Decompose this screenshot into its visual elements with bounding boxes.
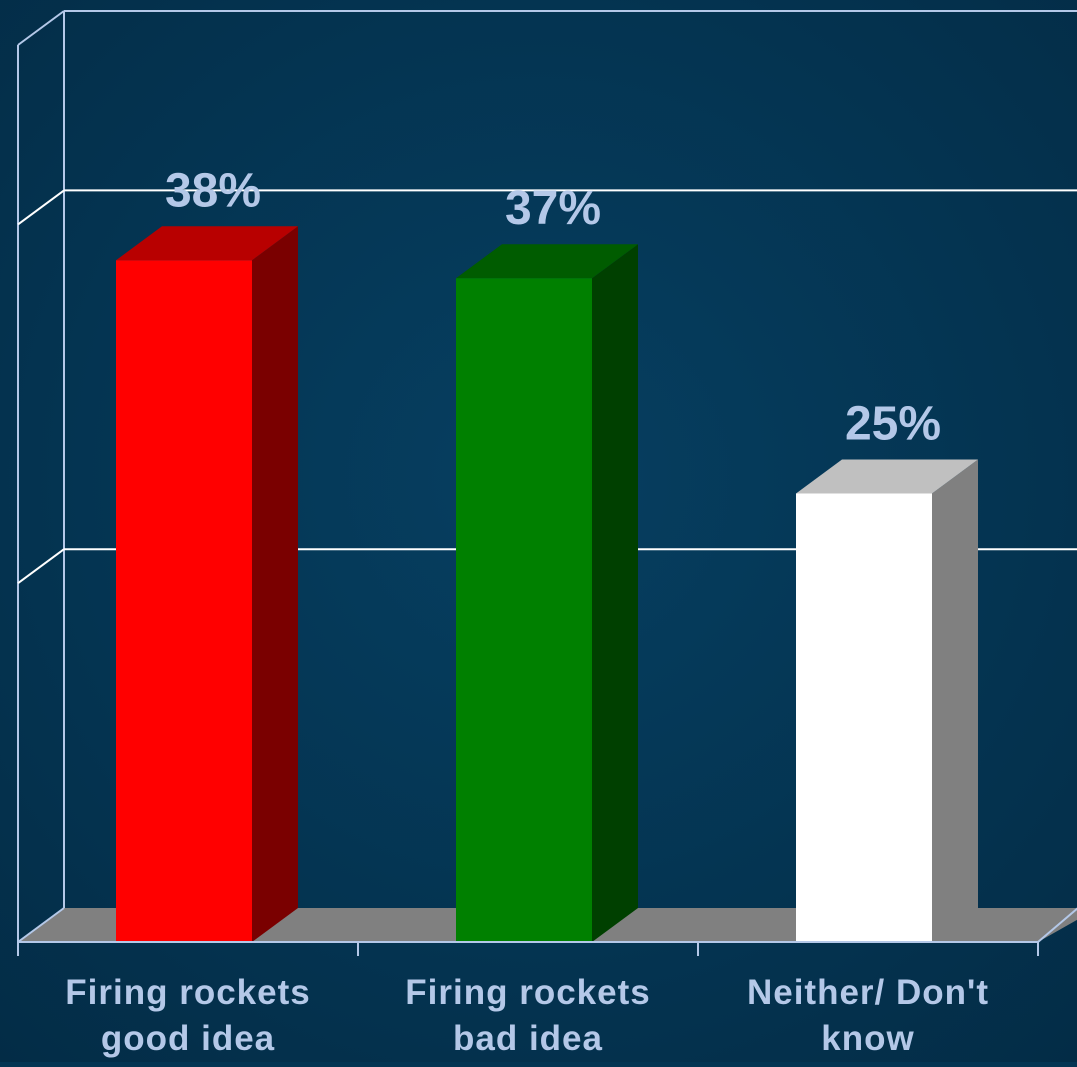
bar-front [116,260,252,942]
x-axis: Firing rockets good idea Firing rockets bad… [17,941,1039,1058]
data-labels: 38% 37% 25% [165,164,941,450]
side-wall-top-edge [17,10,65,46]
x-tick-label: Firing rockets good idea [65,973,310,1058]
x-tick-label-line: know [821,1019,914,1058]
bar-top [116,226,298,261]
bar-top [796,459,978,494]
data-label: 37% [505,182,601,235]
bar [456,244,638,943]
x-tick-label-line: Firing rockets [65,973,310,1012]
gridline-side [17,189,65,226]
bar [116,226,298,942]
x-tick-label-line: Firing rockets [405,973,650,1012]
bar-front [456,278,592,943]
bar-side [932,459,978,942]
data-label: 25% [845,398,941,451]
x-tick-label-line: bad idea [453,1019,603,1058]
bar [796,459,978,942]
x-tick-label: Neither/ Don't know [747,973,989,1058]
bar-side [592,244,638,943]
data-label: 38% [165,164,261,217]
floor-right-edge [1037,907,1077,943]
x-tick-label-line: Neither/ Don't [747,973,989,1012]
x-tick-label: Firing rockets bad idea [405,973,650,1058]
bars [116,226,978,943]
bar-front [796,493,932,942]
floor-side-edge [17,907,65,943]
x-tick-label-line: good idea [101,1019,275,1058]
bar-top [456,244,638,279]
gridline-side [17,548,65,585]
bar-side [252,226,298,942]
